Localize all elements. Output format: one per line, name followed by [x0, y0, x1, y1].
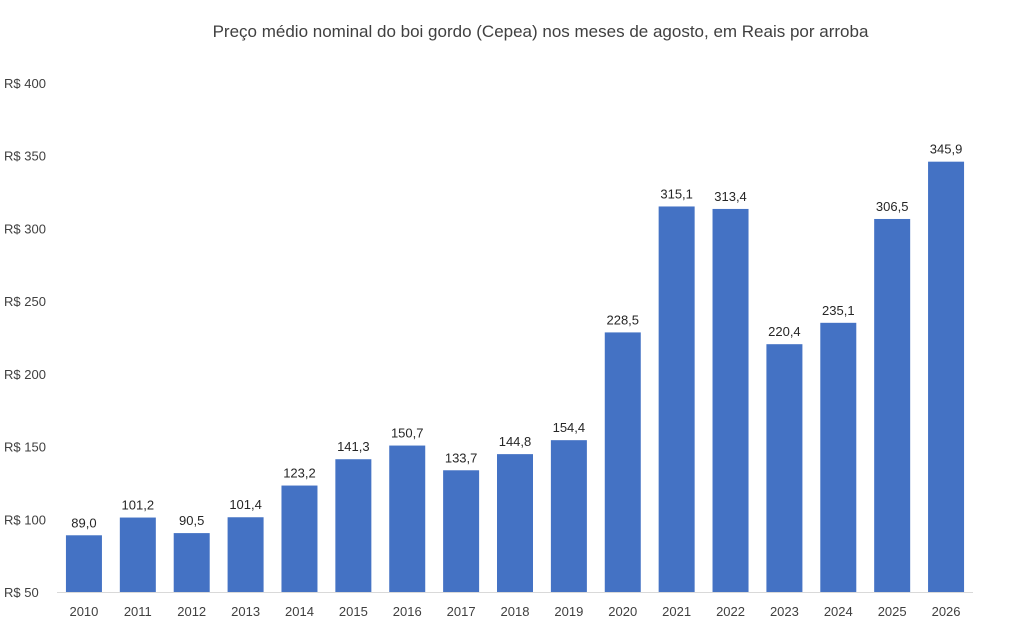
- x-tick-label: 2025: [878, 604, 907, 619]
- x-tick-label: 2010: [69, 604, 98, 619]
- x-tick-label: 2022: [716, 604, 745, 619]
- y-tick-label: R$ 50: [4, 585, 39, 600]
- y-tick-label: R$ 350: [4, 149, 46, 164]
- y-tick-label: R$ 400: [4, 76, 46, 91]
- data-label: 123,2: [283, 466, 316, 481]
- data-label: 141,3: [337, 439, 370, 454]
- x-tick-label: 2016: [393, 604, 422, 619]
- bar: [604, 332, 641, 592]
- data-label: 101,4: [229, 497, 262, 512]
- bar: [173, 533, 210, 592]
- bar: [119, 517, 156, 592]
- bar: [874, 218, 911, 592]
- bar: [335, 459, 372, 592]
- data-label: 144,8: [499, 434, 532, 449]
- bar: [766, 344, 803, 592]
- bar: [497, 454, 533, 592]
- y-tick-label: R$ 150: [4, 440, 46, 455]
- data-label: 235,1: [822, 303, 855, 318]
- x-tick-label: 2011: [124, 604, 152, 619]
- data-label: 315,1: [660, 186, 693, 201]
- x-tick-label: 2012: [177, 604, 206, 619]
- y-tick-label: R$ 250: [4, 294, 46, 309]
- bar: [550, 440, 587, 592]
- x-tick-label: 2017: [447, 604, 476, 619]
- y-tick-label: R$ 300: [4, 221, 46, 236]
- x-tick-label: 2019: [554, 604, 583, 619]
- x-tick-label: 2015: [339, 604, 368, 619]
- y-tick-label: R$ 100: [4, 512, 46, 527]
- bar: [820, 322, 857, 592]
- bar: [928, 161, 965, 592]
- data-label: 90,5: [179, 513, 204, 528]
- bar: [227, 517, 264, 592]
- data-label: 228,5: [606, 312, 639, 327]
- x-tick-label: 2020: [608, 604, 637, 619]
- bar: [389, 445, 426, 592]
- x-tick-label: 2023: [770, 604, 799, 619]
- data-label: 89,0: [71, 515, 96, 530]
- y-axis: R$ 50 R$ 100 R$ 150 R$ 200 R$ 250 R$ 300 R$ 35…: [4, 76, 46, 600]
- x-axis: 2010 2011 2012 2013 2014 2015 2016 2017 2018 2019…: [57, 592, 973, 619]
- bar: [65, 535, 102, 592]
- bars-group: 89,0 101,2 90,5 101,4 123,2 141,3 150,7 133,7 14…: [65, 142, 965, 592]
- chart-title: Preço médio nominal do boi gordo (Cepea)…: [212, 22, 869, 41]
- x-tick-label: 2021: [662, 604, 691, 619]
- data-label: 101,2: [122, 498, 155, 513]
- x-tick-label: 2024: [824, 604, 853, 619]
- data-label: 150,7: [391, 426, 424, 441]
- x-tick-label: 2013: [231, 604, 260, 619]
- data-label: 133,7: [445, 450, 478, 465]
- data-label: 345,9: [930, 142, 963, 157]
- x-tick-label: 2014: [285, 604, 314, 619]
- y-tick-label: R$ 200: [4, 367, 46, 382]
- bar: [281, 485, 318, 592]
- data-label: 220,4: [768, 324, 801, 339]
- bar: [443, 470, 480, 592]
- data-label: 154,4: [553, 420, 586, 435]
- x-tick-label: 2026: [932, 604, 961, 619]
- data-label: 313,4: [714, 189, 747, 204]
- bar: [658, 206, 695, 592]
- data-label: 306,5: [876, 199, 909, 214]
- x-tick-label: 2018: [501, 604, 530, 619]
- bar: [712, 208, 749, 592]
